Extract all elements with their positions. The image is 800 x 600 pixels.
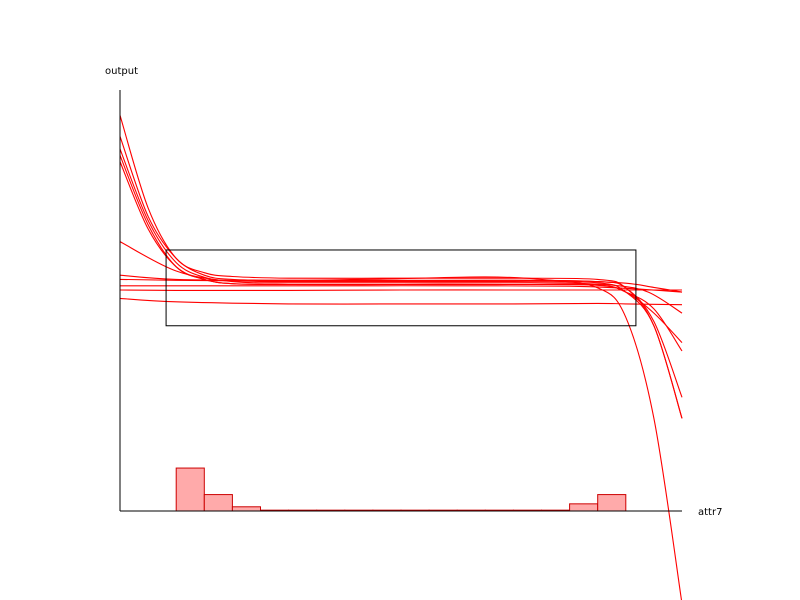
- curve-group: [119, 115, 683, 600]
- histogram-bar-2: [203, 494, 233, 512]
- response-curve-9: [120, 285, 683, 293]
- response-curve-8: [119, 278, 683, 293]
- histogram-bar-16: [597, 494, 627, 512]
- axes: output attr7: [105, 66, 722, 518]
- response-curve-2: [119, 136, 683, 398]
- histogram-bar-15: [569, 503, 599, 512]
- histogram: [175, 467, 627, 512]
- response-curve-4: [119, 155, 683, 343]
- y-axis-label: output: [105, 66, 138, 77]
- histogram-bar-3: [231, 506, 261, 512]
- response-curve-11: [119, 297, 683, 306]
- x-axis-label: attr7: [698, 507, 722, 518]
- response-curve-6: [119, 241, 683, 314]
- response-curve-10: [119, 289, 682, 292]
- histogram-bar-1: [175, 467, 205, 512]
- response-curve-5: [119, 161, 683, 352]
- response-curve-7: [119, 274, 683, 600]
- response-curve-1: [119, 115, 683, 419]
- focus-box: [165, 249, 637, 327]
- focus-box-layer: [165, 249, 637, 327]
